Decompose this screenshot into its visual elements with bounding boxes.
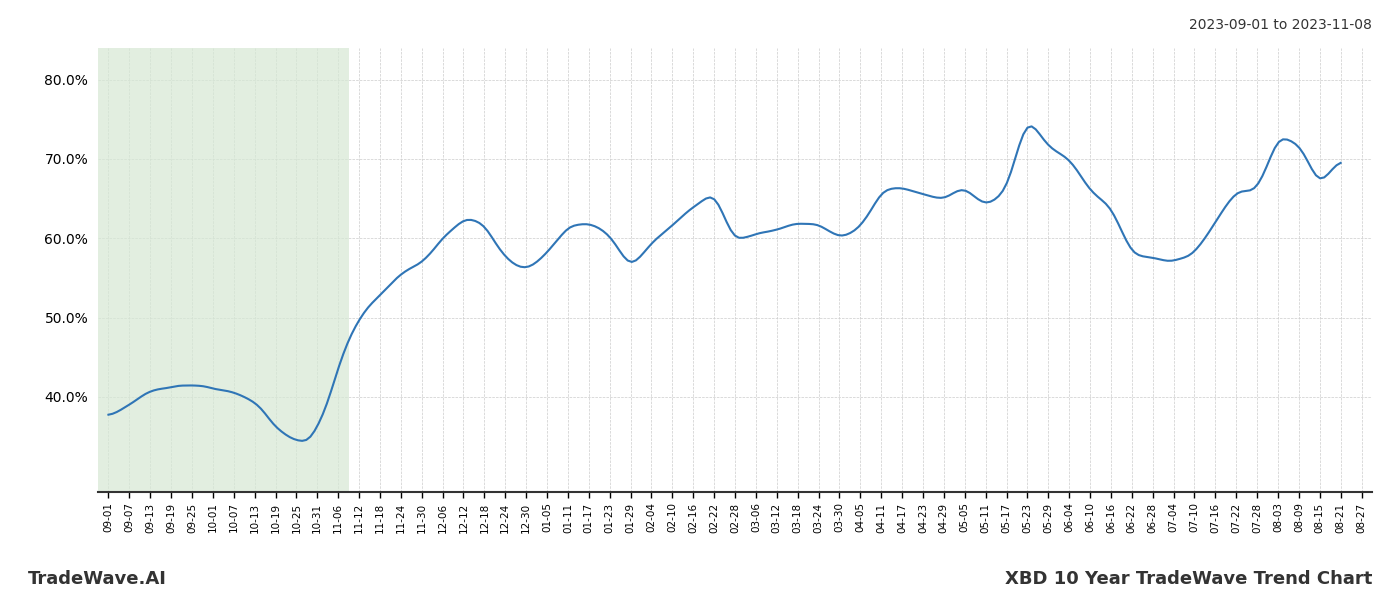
Bar [98,48,349,492]
Text: 2023-09-01 to 2023-11-08: 2023-09-01 to 2023-11-08 [1189,18,1372,32]
Text: TradeWave.AI: TradeWave.AI [28,570,167,588]
Text: XBD 10 Year TradeWave Trend Chart: XBD 10 Year TradeWave Trend Chart [1005,570,1372,588]
